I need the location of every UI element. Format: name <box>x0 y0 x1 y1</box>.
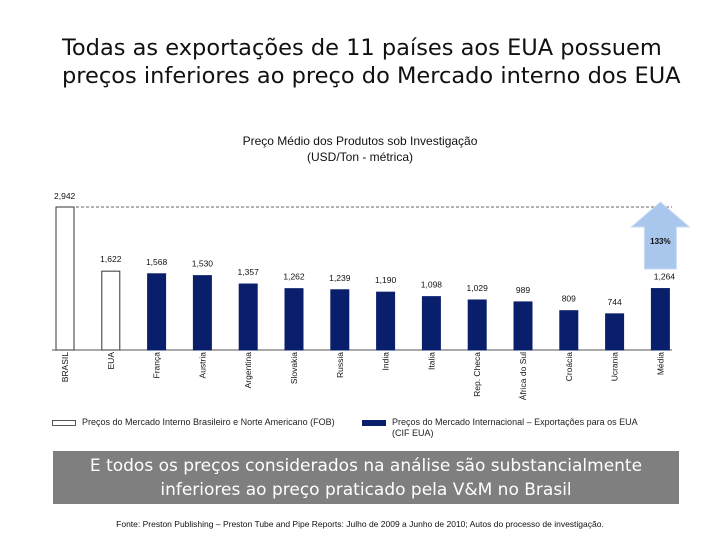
value-label-12: 744 <box>608 297 622 307</box>
category-label-7: India <box>381 352 391 371</box>
category-label-4: Argentina <box>243 352 253 389</box>
banner-line1: E todos os preços considerados na anális… <box>89 456 643 476</box>
value-label-9: 1,029 <box>467 283 489 293</box>
value-label-3: 1,530 <box>192 259 214 269</box>
value-label-5: 1,262 <box>283 272 305 282</box>
chart-legend: Preços do Mercado Interno Brasileiro e N… <box>50 417 690 447</box>
annotation-label: 133% <box>650 237 670 246</box>
bar-9 <box>467 299 487 351</box>
conclusion-banner: E todos os preços considerados na anális… <box>53 451 679 504</box>
category-label-11: Croácia <box>564 352 574 382</box>
category-label-3: Austria <box>197 352 207 379</box>
slide-title-line1: Todas as exportações de 11 países aos EU… <box>62 35 662 61</box>
category-label-12: Ucrania <box>610 352 620 382</box>
bar-5 <box>284 288 304 351</box>
banner-line2: inferiores ao preço praticado pela V&M n… <box>160 480 572 500</box>
value-label-1: 1,622 <box>100 254 122 264</box>
category-label-0: BRASIL <box>60 352 70 383</box>
legend-swatch-international <box>362 420 386 426</box>
category-label-5: Slovakia <box>289 352 299 384</box>
chart-title: Preço Médio dos Produtos sob Investigaçã… <box>170 133 550 165</box>
value-label-10: 989 <box>516 285 530 295</box>
chart-title-line1: Preço Médio dos Produtos sob Investigaçã… <box>242 134 478 148</box>
source-note: Fonte: Preston Publishing – Preston Tube… <box>116 519 604 529</box>
bar-3 <box>192 275 212 351</box>
bar-2 <box>147 273 167 351</box>
category-label-6: Russia <box>335 352 345 378</box>
legend-swatch-domestic <box>52 420 76 426</box>
bar-10 <box>513 301 533 351</box>
bar-chart: 2,942 133% BRASIL 1,622 EUA 1,568 França 1,530 A… <box>52 191 691 400</box>
value-label-11: 809 <box>562 294 576 304</box>
bar-8 <box>421 296 441 351</box>
value-label-8: 1,098 <box>421 280 443 290</box>
value-label-7: 1,190 <box>375 275 397 285</box>
value-label-4: 1,357 <box>238 267 260 277</box>
category-label-1: EUA <box>106 352 116 370</box>
legend-item-international: Preços do Mercado Internacional – Export… <box>362 417 652 439</box>
bar-4 <box>238 283 258 351</box>
bar-12 <box>605 313 625 351</box>
bar-6 <box>330 289 350 351</box>
value-label-13: 1,264 <box>654 272 676 282</box>
bar-7 <box>376 291 396 351</box>
category-label-9: Rep. Checa <box>472 352 482 397</box>
value-label-6: 1,239 <box>329 273 351 283</box>
bar-0 <box>55 206 75 351</box>
legend-label-domestic: Preços do Mercado Interno Brasileiro e N… <box>82 417 335 427</box>
chart-title-line2: (USD/Ton - métrica) <box>306 150 413 164</box>
legend-item-domestic: Preços do Mercado Interno Brasileiro e N… <box>52 417 352 428</box>
legend-label-international: Preços do Mercado Internacional – Export… <box>392 417 638 438</box>
category-label-2: França <box>152 352 162 379</box>
bar-13 <box>650 288 670 351</box>
category-label-13: Média <box>655 352 665 375</box>
category-label-8: Italia <box>426 352 436 370</box>
up-arrow-icon <box>630 201 691 270</box>
reference-line-label: 2,942 <box>54 191 76 201</box>
bar-11 <box>559 310 579 351</box>
category-label-10: África do Sul <box>518 352 528 400</box>
slide-title: Todas as exportações de 11 países aos EU… <box>62 34 712 90</box>
value-label-2: 1,568 <box>146 257 168 267</box>
slide-title-line2: preços inferiores ao preço do Mercado in… <box>62 63 681 89</box>
bar-1 <box>101 270 121 351</box>
